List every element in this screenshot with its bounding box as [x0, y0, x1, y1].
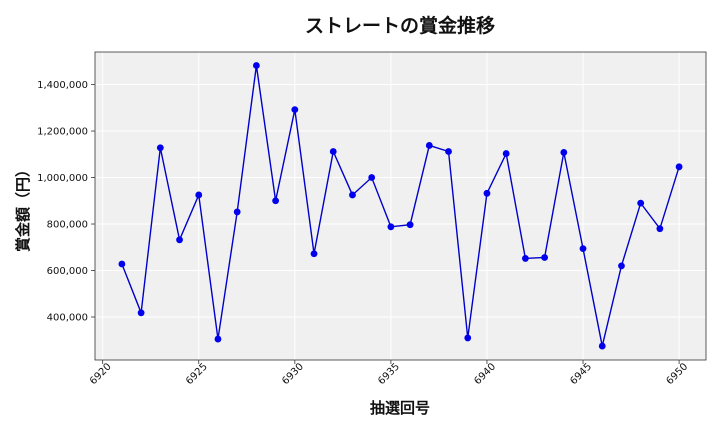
data-point [195, 191, 203, 199]
data-point [425, 142, 433, 149]
data-point [541, 254, 549, 261]
data-point [310, 250, 318, 258]
data-point [387, 223, 395, 231]
x-axis-ticks: 6920 6925 6930 6935 6940 6945 6950 [88, 360, 690, 387]
data-point [675, 163, 683, 171]
data-point [483, 189, 491, 197]
data-point [349, 191, 356, 199]
data-point [272, 197, 280, 205]
data-point [598, 342, 606, 350]
y-tick-label: 1,400,000 [37, 80, 88, 91]
data-point [637, 199, 645, 207]
data-point [502, 150, 510, 157]
data-point [176, 236, 183, 244]
y-tick-label: 800,000 [47, 220, 88, 231]
data-point [214, 335, 222, 343]
y-tick-label: 600,000 [47, 266, 88, 277]
data-point [233, 208, 241, 216]
plot-area [95, 52, 706, 360]
data-point [329, 148, 337, 155]
grid-lines [95, 52, 706, 360]
y-tick-label: 400,000 [47, 312, 88, 323]
data-point [560, 149, 568, 156]
y-axis-ticks: 400,000 600,000 800,000 1,000,000 1,200,000 1… [37, 80, 95, 323]
y-tick-label: 1,200,000 [37, 127, 88, 138]
data-point [406, 221, 414, 229]
y-axis-label: 賞金額（円） [14, 162, 32, 252]
data-point [368, 174, 376, 181]
x-tick-label: 6920 [88, 361, 114, 387]
data-point [156, 144, 164, 152]
x-tick-label: 6950 [664, 361, 690, 387]
data-point [521, 255, 529, 262]
x-tick-label: 6940 [472, 361, 498, 387]
data-point [118, 260, 126, 268]
x-tick-label: 6935 [376, 361, 402, 387]
x-tick-label: 6945 [568, 361, 594, 387]
plot-frame [94, 51, 707, 361]
series-line [121, 65, 680, 347]
chart-title: ストレートの賞金推移 [305, 14, 495, 37]
data-point [291, 106, 299, 114]
x-tick-label: 6930 [280, 361, 306, 387]
data-point [579, 245, 587, 253]
data-point [618, 262, 625, 270]
x-axis-label: 抽選回号 [370, 399, 430, 417]
y-tick-label: 1,000,000 [37, 173, 88, 184]
x-tick-label: 6925 [184, 361, 210, 387]
series-group [118, 62, 683, 350]
data-point [137, 309, 145, 317]
data-point [445, 148, 452, 155]
data-point [464, 334, 472, 342]
data-point [252, 62, 260, 69]
data-point [656, 225, 664, 233]
